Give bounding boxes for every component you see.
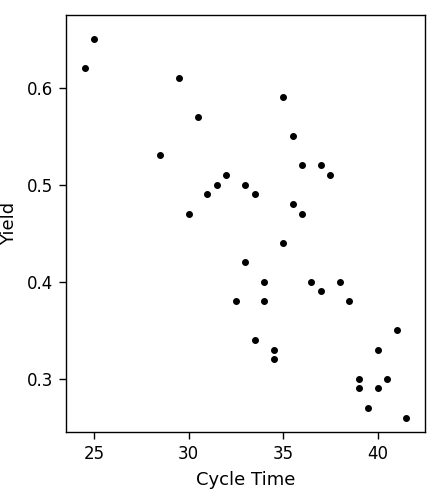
Point: [242, 258, 249, 266]
Point: [336, 278, 343, 286]
Point: [355, 375, 362, 382]
Point: [327, 171, 334, 179]
Point: [289, 132, 296, 140]
Point: [261, 297, 268, 305]
Point: [251, 336, 258, 344]
Point: [308, 278, 315, 286]
Point: [261, 278, 268, 286]
Point: [298, 161, 305, 169]
Point: [176, 74, 183, 82]
Point: [81, 64, 88, 72]
Point: [318, 287, 325, 295]
Point: [279, 93, 286, 101]
Point: [91, 35, 98, 43]
Point: [157, 152, 164, 160]
Point: [194, 113, 201, 121]
Point: [204, 191, 211, 198]
Point: [213, 181, 220, 189]
Point: [298, 210, 305, 218]
Point: [365, 404, 372, 412]
Point: [251, 191, 258, 198]
Point: [318, 161, 325, 169]
Point: [223, 171, 230, 179]
Point: [185, 210, 192, 218]
Point: [403, 413, 410, 421]
Y-axis label: Yield: Yield: [0, 202, 18, 245]
Point: [279, 239, 286, 247]
Point: [232, 297, 239, 305]
Point: [270, 355, 277, 363]
Point: [270, 346, 277, 354]
Point: [393, 326, 400, 334]
Point: [374, 346, 381, 354]
Point: [374, 384, 381, 392]
Point: [355, 384, 362, 392]
Point: [346, 297, 353, 305]
Point: [384, 375, 391, 382]
Point: [242, 181, 249, 189]
X-axis label: Cycle Time: Cycle Time: [196, 471, 295, 489]
Point: [289, 200, 296, 208]
